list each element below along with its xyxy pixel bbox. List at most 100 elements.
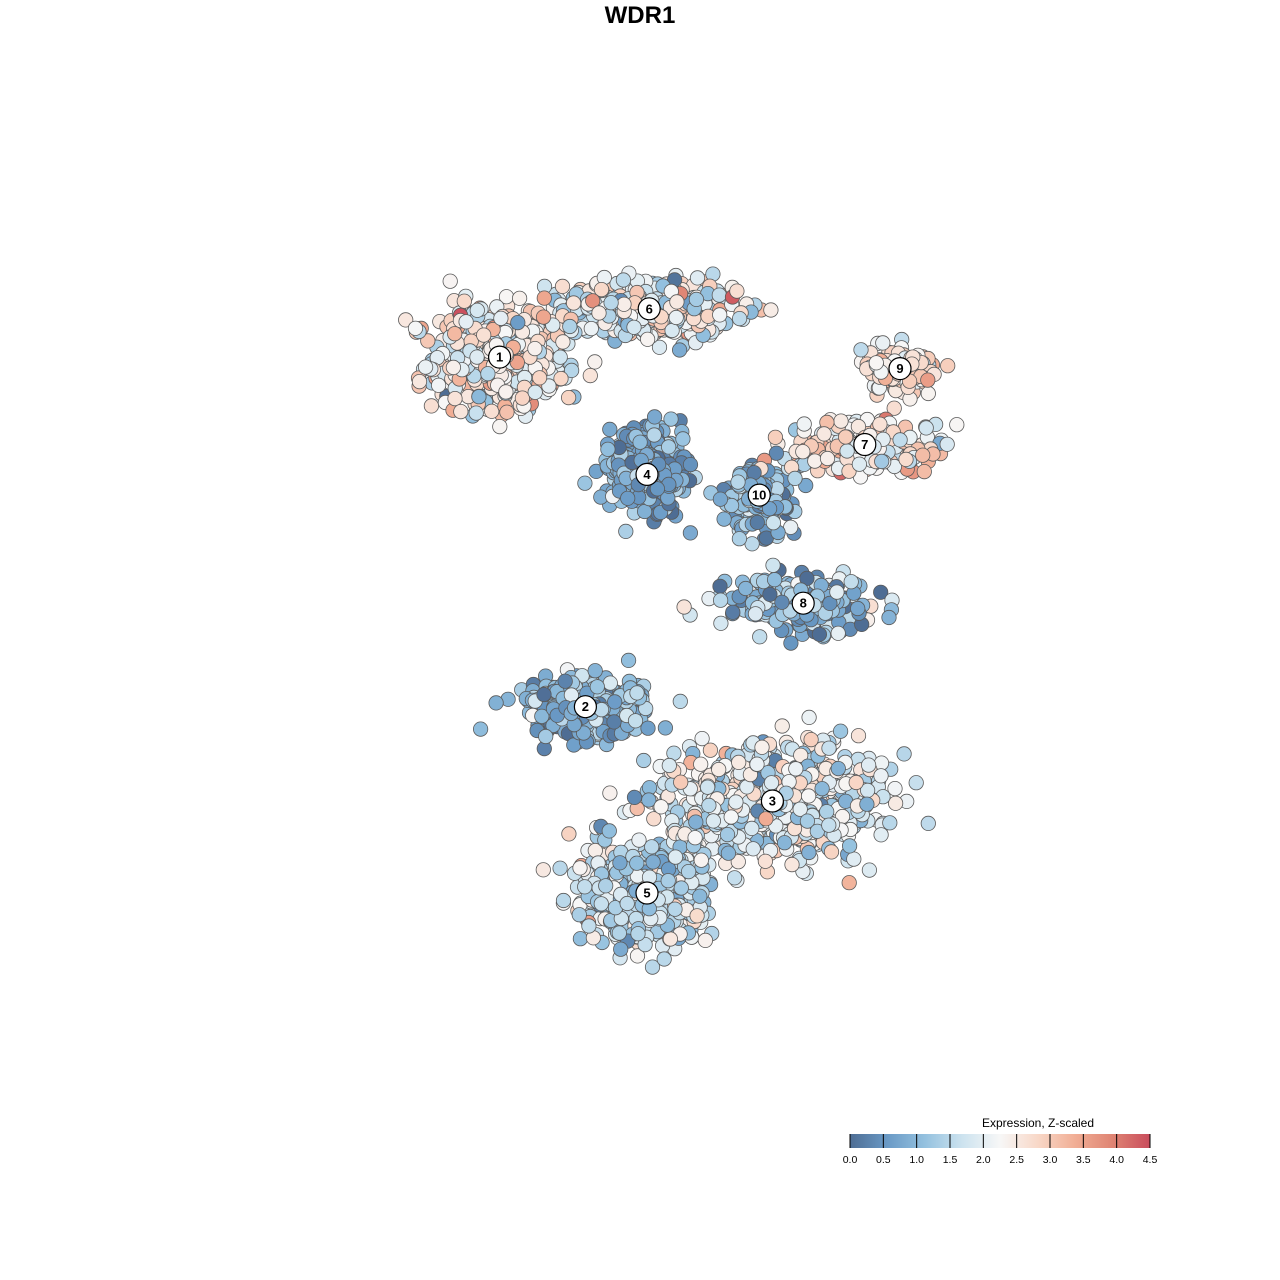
- cell-point: [593, 281, 610, 298]
- cell-point: [873, 584, 889, 600]
- cell-point: [653, 799, 669, 815]
- cell-point: [600, 441, 616, 457]
- cell-point: [640, 720, 656, 736]
- cell-point: [632, 434, 648, 450]
- cluster-label-badge: [635, 462, 659, 486]
- cell-point: [552, 349, 568, 365]
- cell-point: [701, 797, 717, 814]
- cell-point: [868, 355, 884, 371]
- legend-tick-label: 3.5: [1076, 1154, 1091, 1166]
- cell-point: [850, 418, 867, 435]
- cell-point: [664, 322, 680, 339]
- cell-point: [673, 880, 689, 896]
- cell-point: [874, 453, 890, 469]
- cell-point: [612, 855, 628, 871]
- cell-point: [757, 853, 774, 869]
- cell-point: [859, 796, 875, 812]
- cell-point: [536, 290, 552, 306]
- legend-tick-label: 4.5: [1143, 1154, 1158, 1166]
- cell-point: [563, 362, 580, 378]
- cell-point: [744, 820, 760, 837]
- cell-point: [488, 695, 504, 711]
- cell-point: [837, 429, 854, 445]
- cell-point: [887, 780, 903, 797]
- cell-point: [730, 474, 746, 490]
- cell-point: [853, 342, 869, 358]
- cluster-label-1: 1: [488, 345, 512, 369]
- cell-point: [803, 731, 819, 748]
- cell-point: [725, 604, 741, 620]
- cell-point: [476, 327, 492, 343]
- cluster-label-badge: [488, 345, 512, 369]
- cell-point: [565, 295, 582, 311]
- cluster-label-badge: [637, 297, 661, 321]
- cell-point: [731, 310, 748, 327]
- cell-point: [723, 809, 739, 825]
- cluster-label-5: 5: [635, 881, 659, 905]
- cell-point: [562, 318, 578, 335]
- cell-point: [593, 896, 609, 912]
- cell-point: [646, 427, 662, 443]
- cell-point: [631, 832, 647, 848]
- cell-point: [601, 823, 617, 839]
- cell-point: [702, 742, 719, 758]
- cluster-label-badge: [573, 695, 598, 719]
- cell-point: [823, 844, 840, 860]
- cluster-label-text: 2: [582, 699, 589, 714]
- cell-point: [719, 826, 736, 843]
- cell-point: [417, 359, 434, 375]
- cell-point: [841, 838, 858, 854]
- cell-point: [726, 870, 743, 886]
- legend-tick-label: 0.0: [843, 1154, 858, 1166]
- cell-point: [480, 366, 496, 382]
- cluster-label-6: 6: [637, 297, 661, 321]
- cell-point: [469, 349, 485, 365]
- cell-point: [591, 305, 607, 321]
- cell-point: [618, 523, 634, 540]
- cell-point: [832, 723, 849, 739]
- cell-point: [636, 503, 653, 520]
- cell-point: [493, 310, 509, 326]
- cell-point: [705, 813, 722, 829]
- cell-point: [688, 814, 704, 830]
- cell-point: [839, 443, 855, 459]
- cell-point: [411, 373, 428, 390]
- cell-point: [699, 779, 716, 795]
- cell-point: [819, 450, 836, 467]
- cluster-label-badge: [888, 357, 912, 381]
- cell-point: [688, 291, 705, 307]
- cell-point: [861, 862, 878, 878]
- cell-point: [471, 389, 487, 405]
- cluster-label-text: 10: [752, 488, 766, 503]
- cell-point: [850, 728, 867, 744]
- cluster-label-text: 8: [800, 596, 807, 611]
- cell-point: [607, 694, 623, 710]
- cell-point: [920, 372, 936, 388]
- cell-point: [557, 673, 573, 689]
- cell-point: [784, 856, 800, 873]
- cell-point: [671, 342, 688, 358]
- cell-point: [577, 879, 593, 895]
- cell-point: [589, 679, 605, 695]
- cell-point: [587, 663, 603, 679]
- cell-point: [749, 756, 765, 772]
- cells-layer: [398, 265, 965, 975]
- cell-point: [538, 728, 554, 745]
- cell-point: [514, 390, 531, 406]
- cell-point: [458, 314, 474, 330]
- legend-tick-label: 4.0: [1109, 1154, 1124, 1166]
- cell-point: [882, 815, 898, 831]
- cell-point: [572, 931, 589, 947]
- cell-point: [682, 456, 699, 473]
- cell-point: [644, 959, 661, 975]
- cell-point: [821, 740, 837, 756]
- cell-point: [768, 445, 785, 461]
- cell-point: [776, 835, 793, 851]
- legend-tick-label: 3.0: [1043, 1154, 1058, 1166]
- cell-point: [646, 811, 662, 827]
- cell-point: [629, 685, 645, 701]
- cell-point: [908, 775, 924, 791]
- cluster-label-7: 7: [853, 432, 877, 457]
- cell-point: [661, 757, 677, 774]
- cell-point: [577, 475, 593, 491]
